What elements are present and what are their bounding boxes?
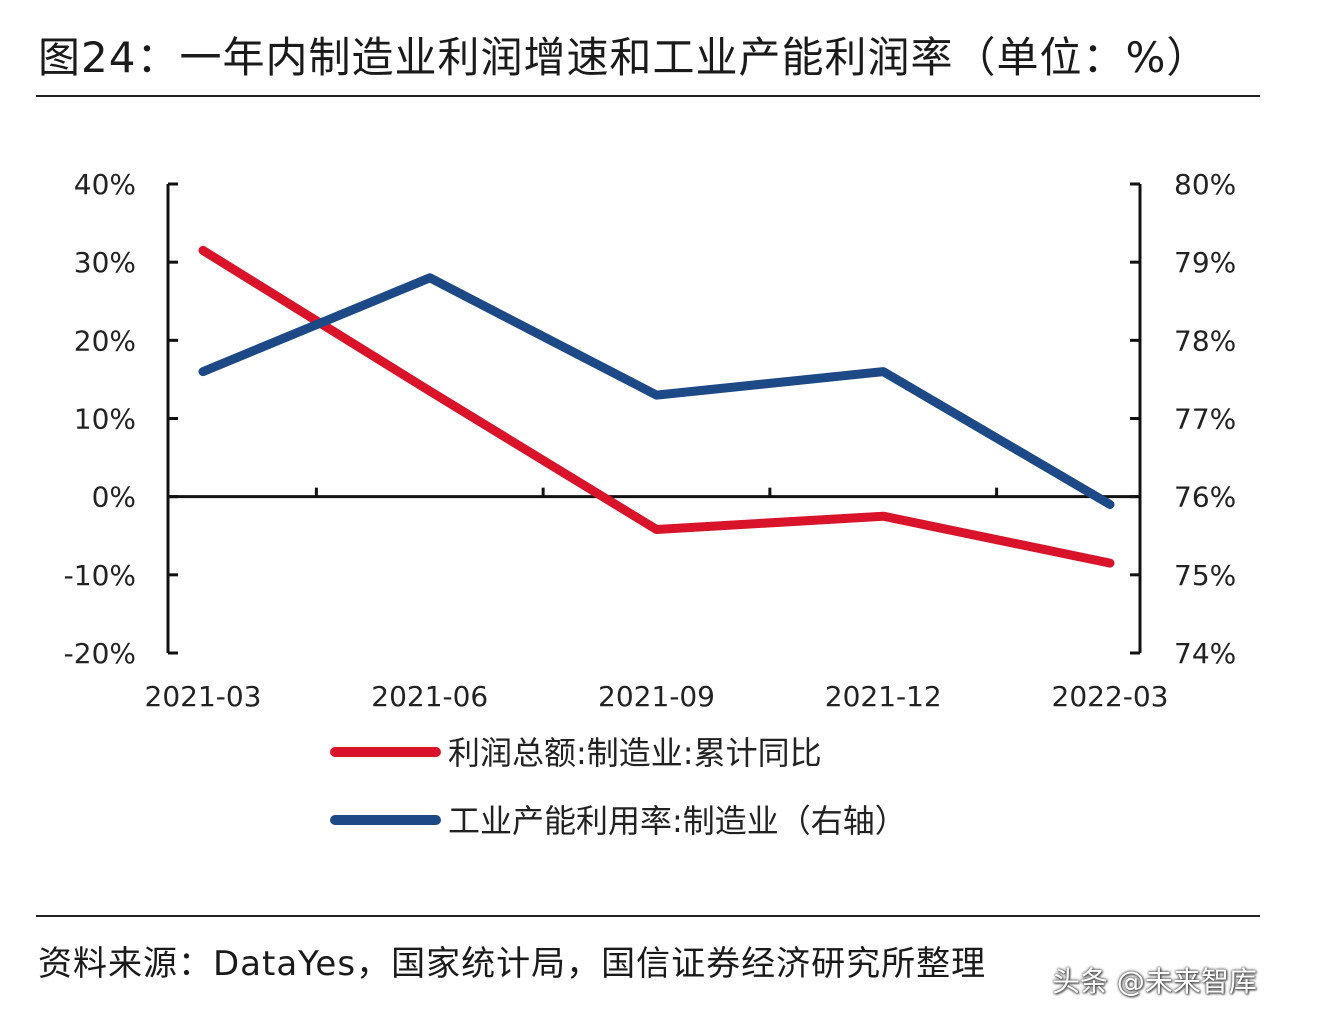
- legend-label: 工业产能利用率:制造业（右轴）: [448, 802, 907, 840]
- left-axis-tick-label: 0%: [92, 481, 136, 514]
- left-axis-tick-label: 20%: [74, 324, 136, 357]
- chart-title: 图24：一年内制造业利润增速和工业产能利润率（单位：%）: [38, 33, 1210, 82]
- legend-label: 利润总额:制造业:累计同比: [448, 734, 822, 772]
- x-axis-tick-label: 2021-12: [825, 680, 942, 713]
- x-axis-tick-label: 2022-03: [1052, 680, 1169, 713]
- left-axis-tick-label: -20%: [64, 637, 136, 670]
- left-axis-tick-label: 40%: [74, 168, 136, 201]
- right-axis-tick-label: 76%: [1174, 481, 1236, 514]
- source-divider: [36, 915, 1260, 917]
- right-axis-tick-label: 79%: [1174, 246, 1236, 279]
- x-axis-tick-label: 2021-03: [145, 680, 262, 713]
- chart-axes: 40% 30% 20% 10% 0% -10% -20% 80% 79% 78% 77% 76% 75%…: [64, 168, 1237, 713]
- left-axis-tick-label: 30%: [74, 246, 136, 279]
- right-axis-tick-label: 78%: [1174, 324, 1236, 357]
- profit-growth-line: [198, 245, 1115, 568]
- zero-line-layer: [168, 487, 1140, 499]
- left-axis-tick-label: -10%: [64, 559, 136, 592]
- x-axis-tick-label: 2021-06: [371, 680, 488, 713]
- series-layer: [198, 245, 1115, 568]
- left-axis-tick-label: 10%: [74, 403, 136, 436]
- source-note: 资料来源：DataYes，国家统计局，国信证券经济研究所整理: [38, 944, 987, 984]
- title-divider: [36, 95, 1260, 97]
- right-axis-tick-label: 75%: [1174, 559, 1236, 592]
- right-axis-tick-label: 74%: [1174, 637, 1236, 670]
- capacity-utilization-line: [198, 273, 1115, 509]
- right-axis-tick-label: 80%: [1174, 168, 1236, 201]
- watermark: 头条 @未来智库: [1052, 965, 1257, 998]
- right-axis-tick-label: 77%: [1174, 403, 1236, 436]
- x-axis-tick-label: 2021-09: [598, 680, 715, 713]
- dual-axis-line-chart: 40% 30% 20% 10% 0% -10% -20% 80% 79% 78% 77% 76% 75%…: [64, 168, 1237, 840]
